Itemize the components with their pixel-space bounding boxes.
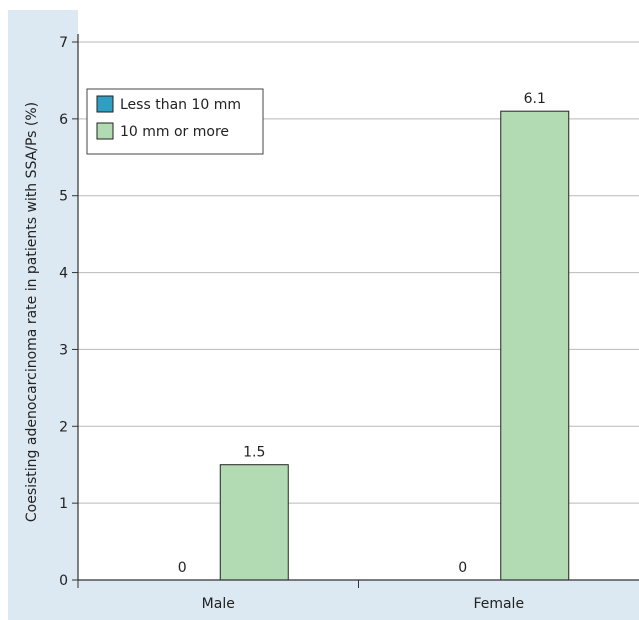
data-labels: 0 1.5 0 6.1: [178, 91, 546, 576]
legend-label-10mm-or-more: 10 mm or more: [120, 124, 229, 140]
x-axis: Male Female: [77, 579, 639, 612]
y-tick-label-6: 6: [59, 112, 68, 128]
bar-female-series-1: [500, 110, 570, 581]
data-label-female-series-1: 6.1: [524, 91, 546, 107]
bar-male-series-1: [219, 464, 289, 581]
bars: [219, 110, 570, 581]
y-tick-label-2: 2: [59, 419, 68, 435]
data-label-male-series-0: 0: [178, 560, 187, 576]
y-tick-label-1: 1: [59, 496, 68, 512]
x-category-label-male: Male: [202, 596, 235, 612]
legend-swatch-10mm-or-more: [96, 122, 114, 140]
legend-swatch-less-than-10mm: [96, 95, 114, 113]
y-axis: 0 1 2 3 4 5 6 7: [59, 34, 79, 589]
data-label-male-series-1: 1.5: [243, 445, 265, 461]
y-tick-label-7: 7: [59, 35, 68, 51]
legend-box: [86, 88, 264, 155]
y-tick-label-5: 5: [59, 189, 68, 205]
y-tick-label-3: 3: [59, 342, 68, 358]
y-axis-title: Coesisting adenocarcinoma rate in patien…: [24, 102, 40, 522]
x-category-label-female: Female: [473, 596, 524, 612]
data-label-female-series-0: 0: [458, 560, 467, 576]
legend-label-less-than-10mm: Less than 10 mm: [120, 97, 241, 113]
legend: Less than 10 mm 10 mm or more: [86, 88, 264, 155]
y-tick-label-4: 4: [59, 266, 68, 282]
y-tick-label-0: 0: [59, 573, 68, 589]
